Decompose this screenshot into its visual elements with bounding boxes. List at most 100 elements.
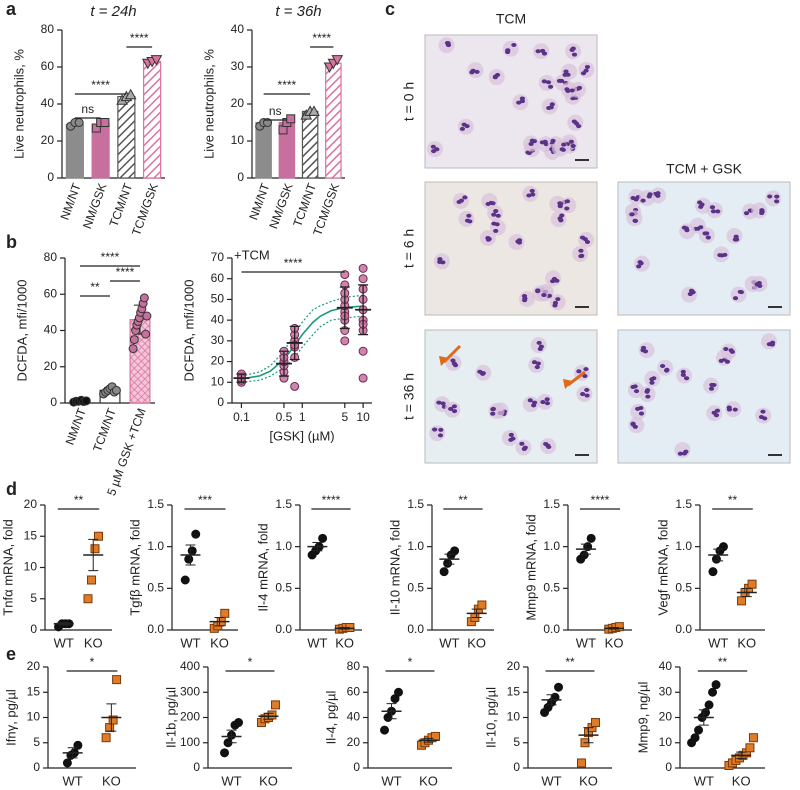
nucleus-lobe — [562, 72, 568, 77]
error-bar — [546, 694, 557, 706]
nucleus-lobe — [491, 212, 497, 217]
y-tick-label: 5 — [513, 735, 520, 749]
y-axis-label: Tnfα mRNA, fold — [0, 519, 15, 615]
nucleus-lobe — [531, 400, 538, 405]
nucleus-lobe — [774, 194, 780, 199]
nucleus-lobe — [559, 147, 565, 152]
point — [124, 88, 137, 100]
nucleus-lobe — [490, 406, 496, 411]
nucleus-lobe — [737, 289, 743, 294]
panel-label: e — [6, 644, 16, 664]
x-tick-label: WT — [381, 773, 401, 788]
nucleus-lobe — [680, 369, 686, 374]
nucleus-lobe — [445, 41, 451, 46]
significance-label: **** — [591, 493, 610, 507]
x-tick-label: KO — [259, 773, 278, 788]
y-tick-label: 100 — [180, 735, 200, 749]
nucleus-lobe — [568, 139, 574, 144]
nucleus-lobe — [774, 199, 780, 204]
significance-label: **** — [312, 31, 331, 45]
nucleus-lobe — [448, 406, 454, 411]
nucleus-lobe — [493, 228, 499, 233]
nucleus-lobe — [464, 218, 471, 223]
nucleus-lobe — [431, 149, 437, 154]
point — [191, 529, 201, 539]
bar — [301, 110, 319, 179]
y-tick-label: 0.0 — [675, 622, 692, 636]
nucleus-lobe — [541, 51, 548, 56]
nucleus-lobe — [565, 88, 571, 93]
point — [74, 118, 84, 127]
error-bar — [185, 544, 196, 566]
chart: 0 20 40 60 80 Live neutrophils, % t = 24h NM/NT… — [11, 3, 165, 237]
x-tick-label: KO — [84, 635, 103, 650]
x-tick-label: KO — [737, 635, 756, 650]
nucleus-lobe — [705, 235, 711, 240]
cell — [528, 357, 545, 374]
significance-label: **** — [322, 493, 341, 507]
nucleus-lobe — [757, 283, 763, 288]
chart: 0.0 0.5 1.0 1.5 Il-10 mRNA, fold WT KO ** — [387, 493, 494, 650]
nucleus-lobe — [644, 389, 650, 394]
nucleus-lobe — [511, 42, 517, 47]
y-tick-label: 1.5 — [275, 497, 292, 511]
nucleus-lobe — [726, 407, 733, 412]
y-tick-label: 50 — [211, 292, 225, 306]
confidence-band — [241, 294, 364, 377]
nucleus-lobe — [642, 349, 649, 354]
nucleus-lobe — [759, 211, 765, 216]
chart: 0.0 0.5 1.0 1.5 Mmp9 mRNA, fold WT KO **** — [523, 493, 632, 650]
nucleus-lobe — [758, 415, 765, 420]
significance-label: *** — [198, 493, 212, 507]
x-tick-label: KO — [419, 773, 438, 788]
nucleus-lobe — [571, 52, 578, 57]
x-tick-label: WT — [694, 773, 714, 788]
cell — [626, 210, 643, 227]
nucleus-lobe — [578, 248, 584, 253]
y-axis-label: Mmp9 mRNA, fold — [523, 514, 538, 620]
nucleus-lobe — [550, 138, 556, 143]
nucleus-lobe — [541, 293, 547, 298]
nucleus-lobe — [555, 297, 561, 302]
nucleus-lobe — [542, 139, 548, 144]
x-tick-label: WT — [307, 635, 327, 650]
point — [234, 718, 244, 728]
nucleus-lobe — [759, 208, 765, 213]
annotation: +TCM — [234, 247, 270, 262]
nucleus-lobe — [519, 441, 525, 446]
cell — [522, 396, 539, 413]
cell — [488, 402, 505, 419]
chart: 0 5 10 15 20 Tnfα mRNA, fold WT KO ** — [0, 493, 112, 650]
point — [318, 533, 328, 543]
nucleus-lobe — [440, 401, 446, 406]
x-tick-label: KO — [467, 635, 486, 650]
nucleus-lobe — [732, 407, 738, 412]
error-bar — [88, 538, 99, 572]
nucleus-lobe — [583, 367, 589, 372]
point — [694, 725, 704, 735]
nucleus-lobe — [531, 360, 538, 365]
error-bar — [609, 627, 620, 630]
nucleus-lobe — [505, 48, 511, 53]
nucleus-lobe — [767, 194, 773, 199]
nucleus-lobe — [576, 124, 582, 129]
y-axis-label: DCFDA, mfi/1000 — [181, 280, 196, 382]
y-tick-label: 20 — [211, 354, 225, 368]
nucleus-lobe — [494, 222, 500, 227]
y-tick-label: 10 — [211, 374, 225, 388]
significance-label: ** — [718, 655, 728, 669]
nucleus-lobe — [510, 436, 516, 441]
y-tick-label: 20 — [27, 659, 41, 673]
x-tick-label: 1 — [299, 410, 306, 424]
y-tick-label: 0.0 — [275, 622, 292, 636]
significance-label: ** — [90, 280, 100, 294]
cell — [730, 286, 747, 303]
nucleus-lobe — [462, 195, 468, 200]
nucleus-lobe — [677, 451, 683, 456]
nucleus-lobe — [469, 70, 475, 75]
point — [62, 758, 72, 768]
nucleus-lobe — [541, 79, 547, 84]
y-tick-label: 60 — [211, 271, 225, 285]
nucleus-lobe — [549, 102, 555, 107]
y-tick-label: 20 — [659, 710, 673, 724]
